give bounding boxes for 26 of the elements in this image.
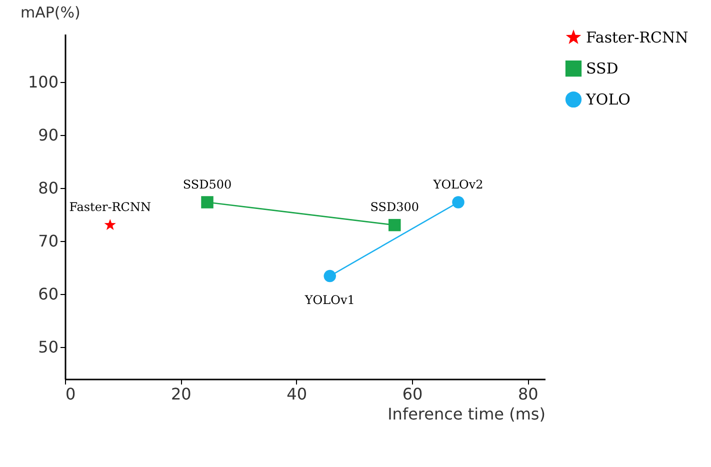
point: [201, 196, 214, 208]
x-tick-label: 20: [170, 384, 192, 404]
legend-label: SSD: [586, 60, 618, 78]
x-tick-label: 60: [402, 384, 423, 404]
point: [388, 218, 401, 232]
point: [104, 218, 116, 230]
annotation: YOLOv2: [432, 177, 484, 192]
legend-label: YOLO: [585, 90, 630, 108]
x-tick-label: 40: [286, 384, 308, 404]
x-tick-label: 80: [518, 384, 538, 404]
x-axis-title: Inference time (ms): [388, 404, 546, 424]
y-tick-label: 50: [38, 338, 58, 357]
y-tick-label: 80: [38, 178, 58, 198]
legend-label: Faster-RCNN: [586, 28, 688, 46]
point: [452, 196, 464, 208]
annotation: SSD300: [370, 200, 420, 214]
annotation: YOLOv1: [304, 293, 355, 308]
y-axis-title: mAP(%): [20, 4, 80, 22]
annotation: Faster-RCNN: [69, 200, 151, 214]
y-tick-label: 100: [28, 72, 58, 92]
y-tick-label: 90: [38, 125, 58, 144]
x-tick-label: 0: [66, 384, 76, 404]
y-tick-label: 60: [38, 284, 58, 304]
point: [324, 270, 336, 282]
annotation: SSD500: [182, 177, 232, 192]
y-tick-label: 70: [38, 232, 58, 250]
